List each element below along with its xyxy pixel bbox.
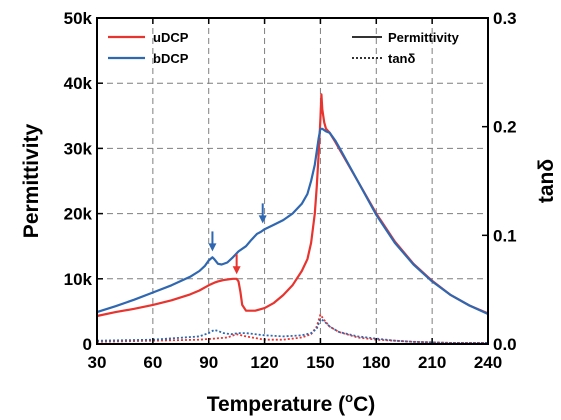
series-udcp-permittivity [96,93,489,318]
series-bdcp-permittivity [96,127,489,316]
series-layer [96,93,489,344]
annotation-arrow-head [232,266,241,275]
annotation-arrow-head [258,215,267,224]
x-tick-label: 240 [474,353,502,372]
x-axis-title: Temperature (oC) [207,390,376,416]
y2-axis-title: tanδ [535,159,558,203]
series-udcp-tand [96,313,488,344]
annotation-arrow-head [208,243,217,252]
x-tick-label: 30 [88,353,107,372]
x-tick-label: 120 [250,353,278,372]
x-axis-title-main: Temperature ( [207,393,345,416]
y2-tick-labels: 0.0 0.1 0.2 0.3 [493,9,517,354]
legend-label-permittivity: Permittivity [388,30,460,45]
x-tick-label: 60 [143,353,162,372]
y-tick-label: 30k [64,139,93,158]
y-tick-label: 20k [64,205,93,224]
legend-right: Permittivity tanδ [352,30,460,66]
y2-tick-label: 0.0 [493,335,517,354]
x-axis-title-unit: C) [353,393,375,416]
y-tick-label: 50k [64,9,93,28]
plot-frame [96,17,489,345]
y2-tick-label: 0.1 [493,226,517,245]
legend-left: uDCP bDCP [108,30,189,66]
y2-tick-label: 0.3 [493,9,517,28]
grid-lines [97,18,488,344]
legend-label-tand: tanδ [388,51,416,66]
legend-label-bdcp: bDCP [153,51,189,66]
legend-label-udcp: uDCP [153,30,189,45]
x-tick-labels: 30 60 90 120 150 180 210 240 [88,353,503,372]
x-tick-label: 180 [362,353,390,372]
y-tick-label: 40k [64,74,93,93]
y-axis-title: Permittivity [20,123,43,238]
x-tick-label: 90 [199,353,218,372]
x-tick-label: 210 [418,353,446,372]
y-tick-labels: 0 10k 20k 30k 40k 50k [64,9,93,354]
annotation-arrows [208,203,267,275]
tick-marks [96,17,489,345]
x-tick-label: 150 [306,353,334,372]
y-tick-label: 0 [83,335,92,354]
y-tick-label: 10k [64,270,93,289]
y2-tick-label: 0.2 [493,118,517,137]
x-axis-title-superscript: o [345,390,353,405]
